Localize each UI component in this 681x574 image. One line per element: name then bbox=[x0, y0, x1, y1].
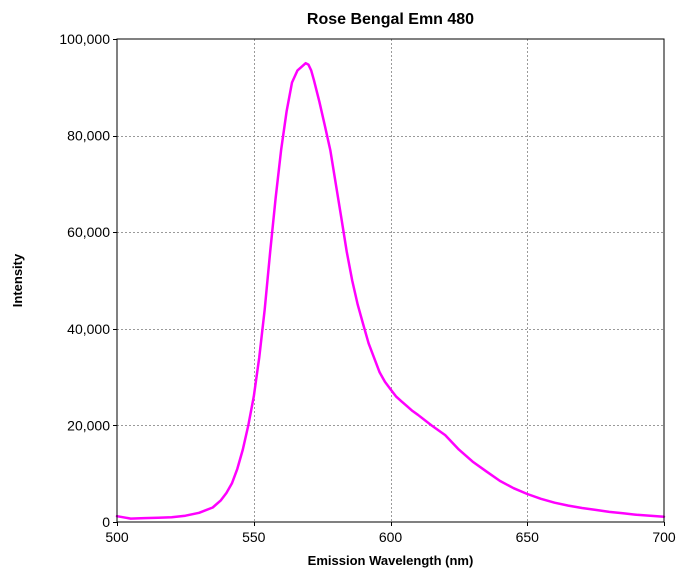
y-tick-label: 60,000 bbox=[67, 224, 110, 240]
y-tick-label: 80,000 bbox=[67, 128, 110, 144]
x-tick-label: 500 bbox=[105, 529, 129, 545]
series-layer bbox=[115, 61, 666, 520]
chart-title: Rose Bengal Emn 480 bbox=[307, 11, 474, 28]
x-tick-label: 700 bbox=[652, 529, 676, 545]
x-tick-label: 550 bbox=[242, 529, 266, 545]
y-tick-label: 100,000 bbox=[59, 31, 110, 47]
plot-frame bbox=[116, 38, 665, 523]
x-tick-label: 650 bbox=[516, 529, 540, 545]
x-tick-label: 600 bbox=[379, 529, 403, 545]
y-axis-label: Intensity bbox=[10, 253, 25, 307]
grid-layer bbox=[117, 39, 664, 522]
y-tick-label: 0 bbox=[102, 514, 110, 530]
x-axis-label: Emission Wavelength (nm) bbox=[308, 553, 474, 568]
spectrum-series-line bbox=[115, 61, 666, 520]
y-tick-label: 40,000 bbox=[67, 321, 110, 337]
y-tick-label: 20,000 bbox=[67, 417, 110, 433]
tick-layer: 500 550 600 650 700 0 20,000 40,000 60,000 80,000… bbox=[59, 31, 676, 545]
